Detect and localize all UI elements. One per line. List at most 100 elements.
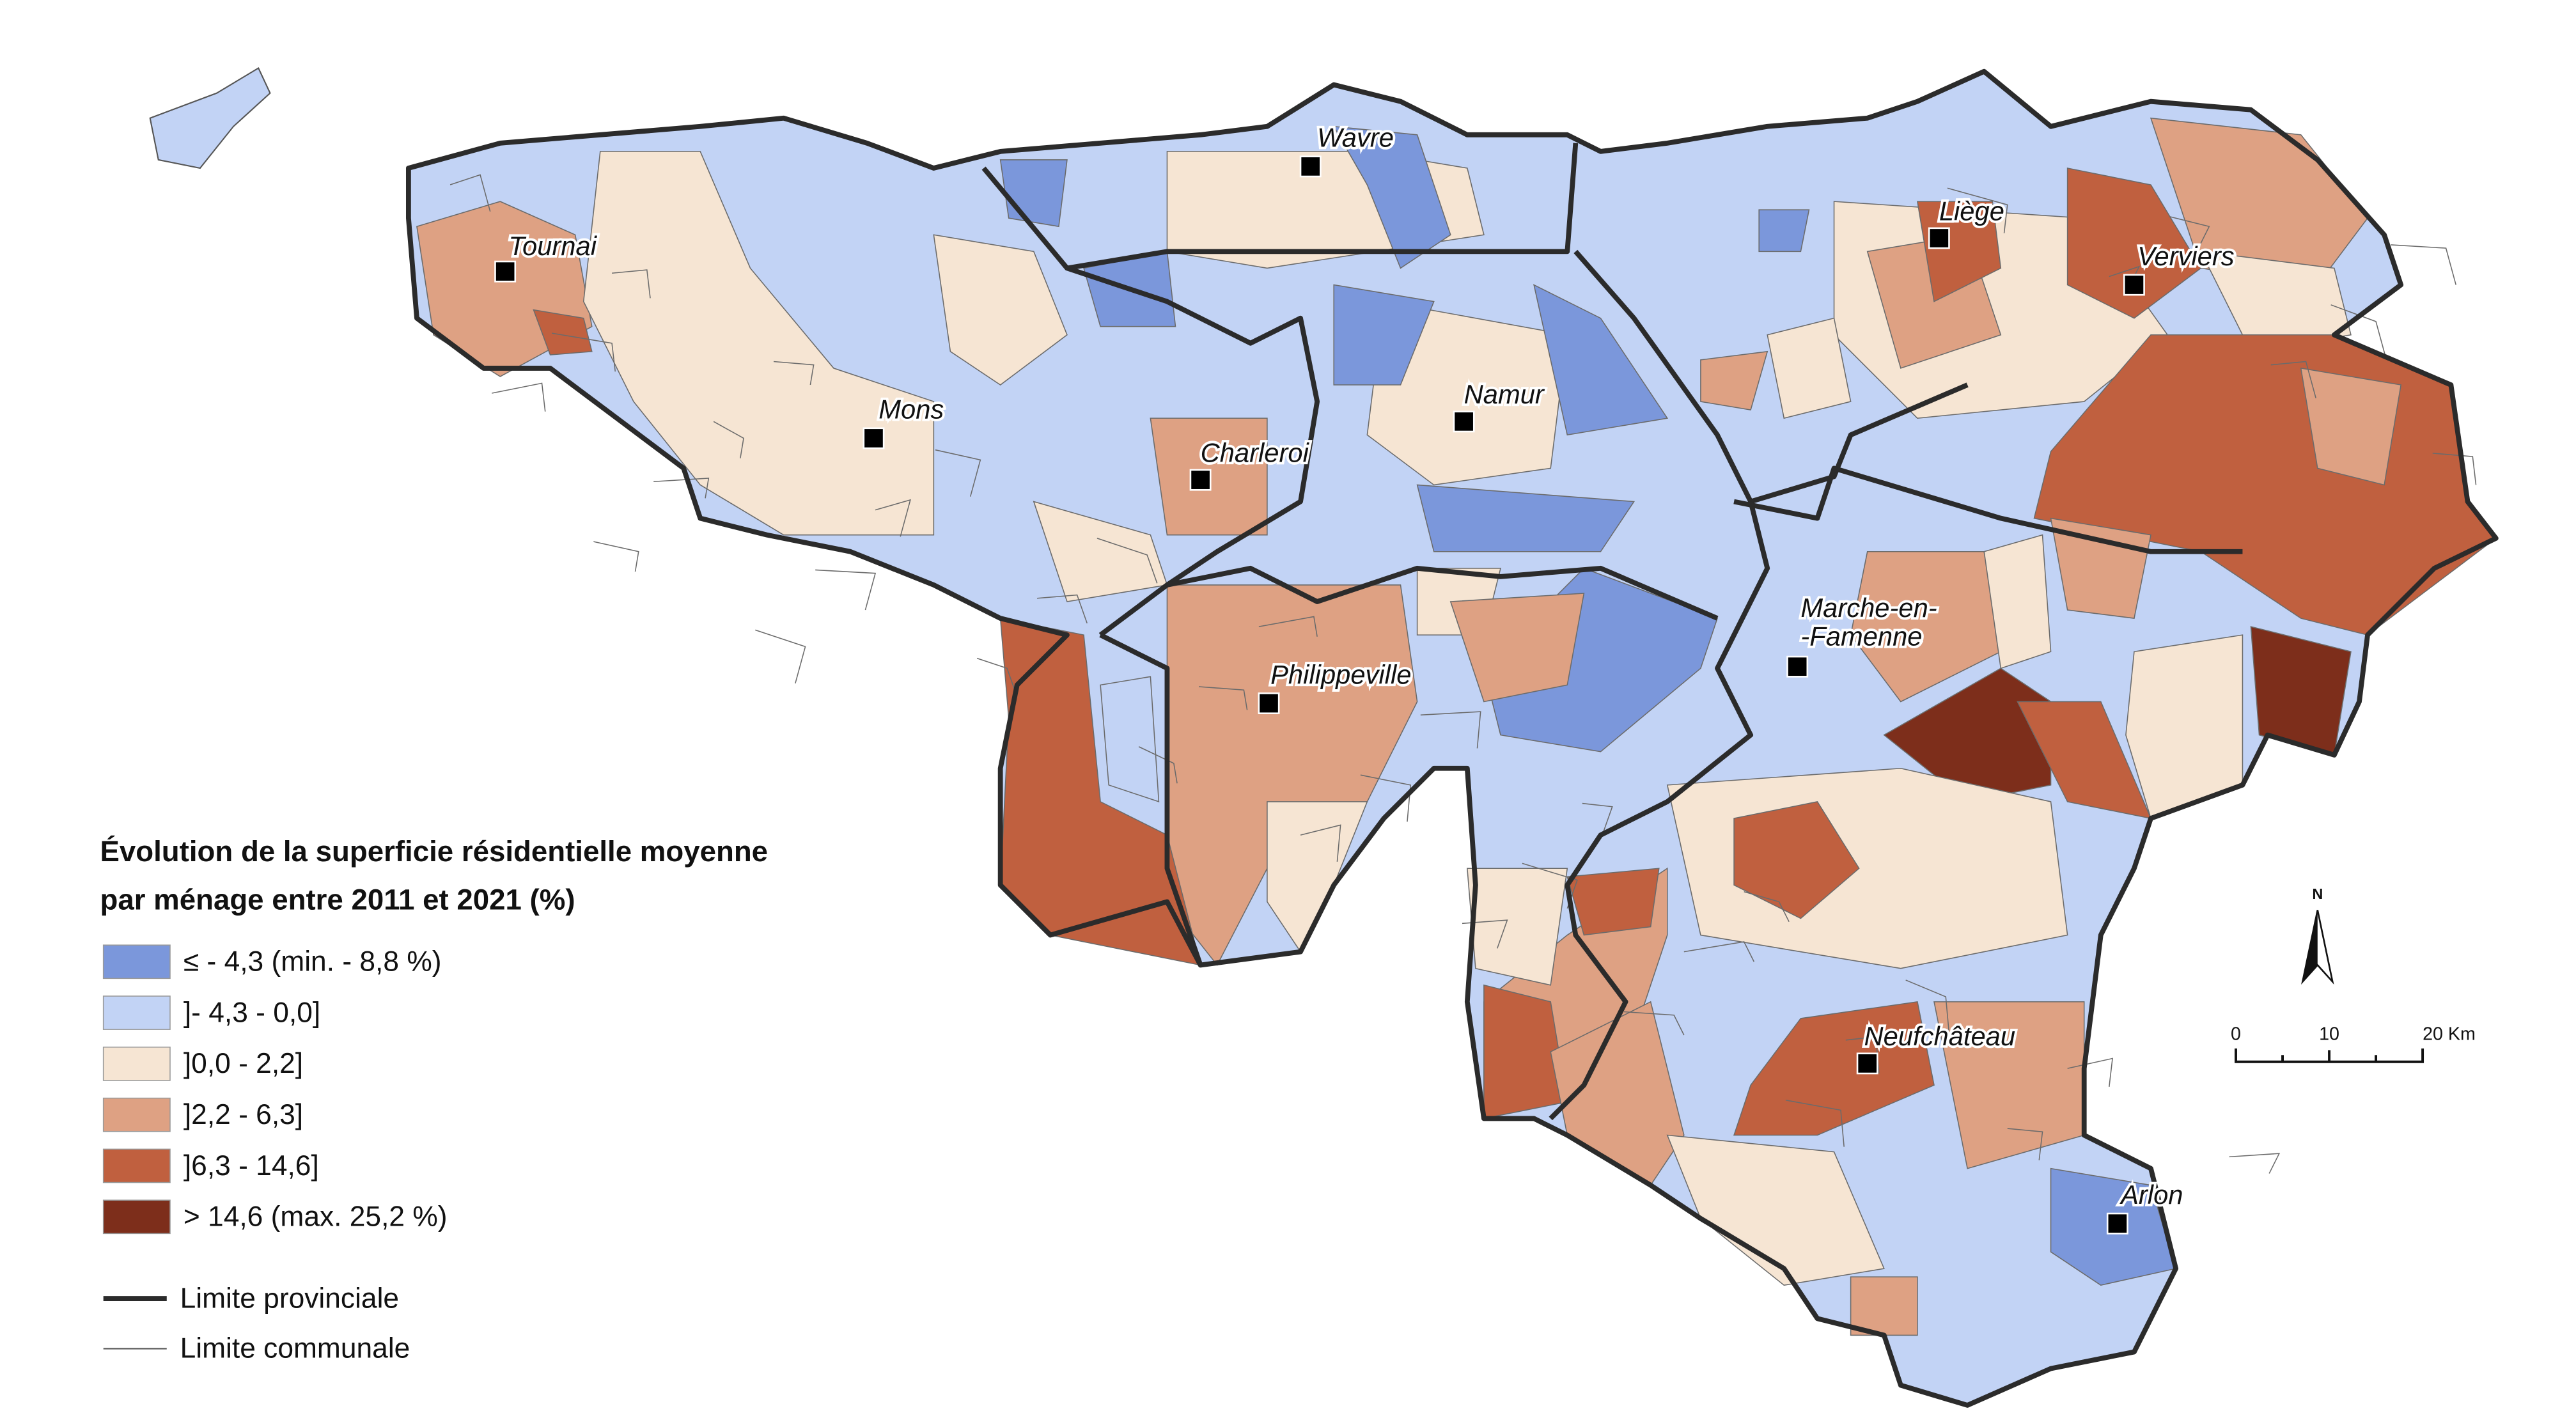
city-label: Mons bbox=[878, 394, 944, 425]
legend-swatch bbox=[102, 1097, 171, 1132]
legend-label: ]- 4,3 - 0,0] bbox=[183, 997, 320, 1028]
north-label: N bbox=[2312, 886, 2323, 902]
scale-label: 10 bbox=[2319, 1024, 2339, 1045]
commune-group bbox=[1850, 550, 2002, 703]
commune-group bbox=[933, 234, 1068, 386]
city-label: Philippeville bbox=[1270, 659, 1411, 689]
city-label: Liège bbox=[1939, 196, 2004, 226]
commune-boundary bbox=[713, 421, 744, 458]
legend-label: ≤ - 4,3 (min. - 8,8 %) bbox=[183, 946, 442, 978]
legend-label: ]6,3 - 14,6] bbox=[183, 1150, 319, 1182]
province-boundary bbox=[1099, 632, 1203, 966]
province-boundary bbox=[1549, 501, 1770, 1121]
commune-boundary bbox=[815, 569, 877, 611]
commune-boundary bbox=[2169, 215, 2210, 247]
commune-group bbox=[1566, 868, 1660, 936]
commune-group bbox=[1466, 868, 1568, 986]
legend-label: Limite communale bbox=[180, 1333, 410, 1364]
city-marker bbox=[1258, 692, 1280, 715]
city-label: Verviers bbox=[2137, 241, 2234, 271]
commune-boundary bbox=[1744, 891, 1790, 923]
commune-group bbox=[1550, 1001, 1685, 1186]
commune-group bbox=[2300, 367, 2402, 486]
commune-boundary bbox=[2432, 453, 2477, 485]
legend-swatch bbox=[102, 1148, 171, 1183]
city-marker bbox=[1453, 410, 1475, 433]
city-marker bbox=[1299, 155, 1322, 178]
city-label: Marche-en- bbox=[1800, 593, 1937, 623]
commune-boundary bbox=[1300, 824, 1341, 862]
legend-title: Évolution de la superficie résidentielle… bbox=[100, 835, 768, 868]
commune-boundary bbox=[653, 478, 710, 499]
commune-group bbox=[2066, 168, 2202, 319]
commune-boundary bbox=[492, 382, 546, 412]
commune-boundary bbox=[2391, 244, 2456, 285]
commune-group bbox=[582, 151, 935, 536]
commune-boundary bbox=[593, 541, 639, 572]
commune-group bbox=[1533, 284, 1669, 436]
legend-label: ]2,2 - 6,3] bbox=[183, 1099, 303, 1130]
city-marker bbox=[1786, 655, 1809, 678]
north-arrow bbox=[2302, 910, 2318, 982]
boundaries bbox=[405, 68, 2499, 1408]
province-boundary bbox=[1066, 143, 1579, 271]
commune-group bbox=[1700, 350, 1768, 410]
commune-boundary bbox=[1582, 802, 1613, 836]
commune-boundary bbox=[1785, 1099, 1845, 1147]
commune-group bbox=[2199, 251, 2352, 352]
city-marker bbox=[1189, 469, 1212, 491]
commune-boundary bbox=[773, 361, 815, 386]
commune-boundary bbox=[1905, 979, 1950, 1034]
commune-group bbox=[1666, 767, 2068, 969]
commune-boundary bbox=[1138, 746, 1178, 784]
city-marker bbox=[1856, 1052, 1878, 1075]
commune-boundary bbox=[2330, 304, 2387, 359]
city-label: Arlon bbox=[2119, 1180, 2183, 1210]
city-label: Charleroi bbox=[1201, 438, 1310, 468]
commune-group bbox=[999, 159, 1068, 228]
commune-group bbox=[1333, 284, 1435, 386]
commune-group bbox=[1917, 201, 2002, 302]
map-areas bbox=[149, 67, 2497, 1405]
commune-group bbox=[1666, 1134, 1885, 1286]
commune-group bbox=[1767, 317, 1852, 419]
province-boundary bbox=[1733, 465, 2243, 554]
legend-label: ]0,0 - 2,2] bbox=[183, 1048, 303, 1079]
scale-bar bbox=[2235, 1048, 2424, 1063]
commune-boundary bbox=[1420, 711, 1481, 749]
scale-label: 20 Km bbox=[2423, 1024, 2476, 1045]
commune-boundary bbox=[552, 332, 616, 372]
commune-boundary bbox=[755, 629, 806, 683]
city-label: Wavre bbox=[1317, 123, 1394, 153]
commune-boundary bbox=[1097, 538, 1158, 584]
commune-boundary bbox=[1360, 774, 1412, 822]
legend-swatch bbox=[102, 1047, 171, 1081]
commune-boundary bbox=[2229, 1153, 2281, 1174]
commune-boundary bbox=[1258, 616, 1318, 637]
city-label: Tournai bbox=[508, 231, 597, 261]
cities: Wavre Tournai Liège Verviers Mons Namur Charle… bbox=[494, 120, 2237, 1235]
commune-boundary bbox=[1462, 919, 1508, 949]
commune-group bbox=[1758, 209, 1810, 253]
region bbox=[149, 67, 271, 169]
commune-group bbox=[1850, 1276, 1918, 1336]
commune-boundary bbox=[875, 499, 911, 537]
commune-group bbox=[1983, 534, 2052, 669]
province-boundary bbox=[405, 68, 2499, 1408]
commune-boundary bbox=[2270, 361, 2316, 399]
city-label: Neufchâteau bbox=[1864, 1021, 2015, 1051]
legend-swatch bbox=[102, 944, 171, 979]
commune-group bbox=[1733, 801, 1860, 919]
legend: ≤ - 4,3 (min. - 8,8 %) ]- 4,3 - 0,0] ]0,0 … bbox=[102, 944, 448, 1235]
commune-boundary bbox=[1036, 594, 1088, 624]
commune-boundary bbox=[449, 174, 491, 212]
legend-swatch bbox=[102, 1199, 171, 1235]
city-label: Namur bbox=[1464, 379, 1545, 409]
commune-boundary bbox=[611, 269, 651, 299]
commune-boundary bbox=[1623, 1011, 1685, 1036]
commune-group bbox=[533, 309, 593, 355]
commune-group bbox=[1733, 1001, 1935, 1136]
commune-boundary bbox=[1947, 187, 2008, 233]
commune-boundary bbox=[935, 449, 981, 497]
